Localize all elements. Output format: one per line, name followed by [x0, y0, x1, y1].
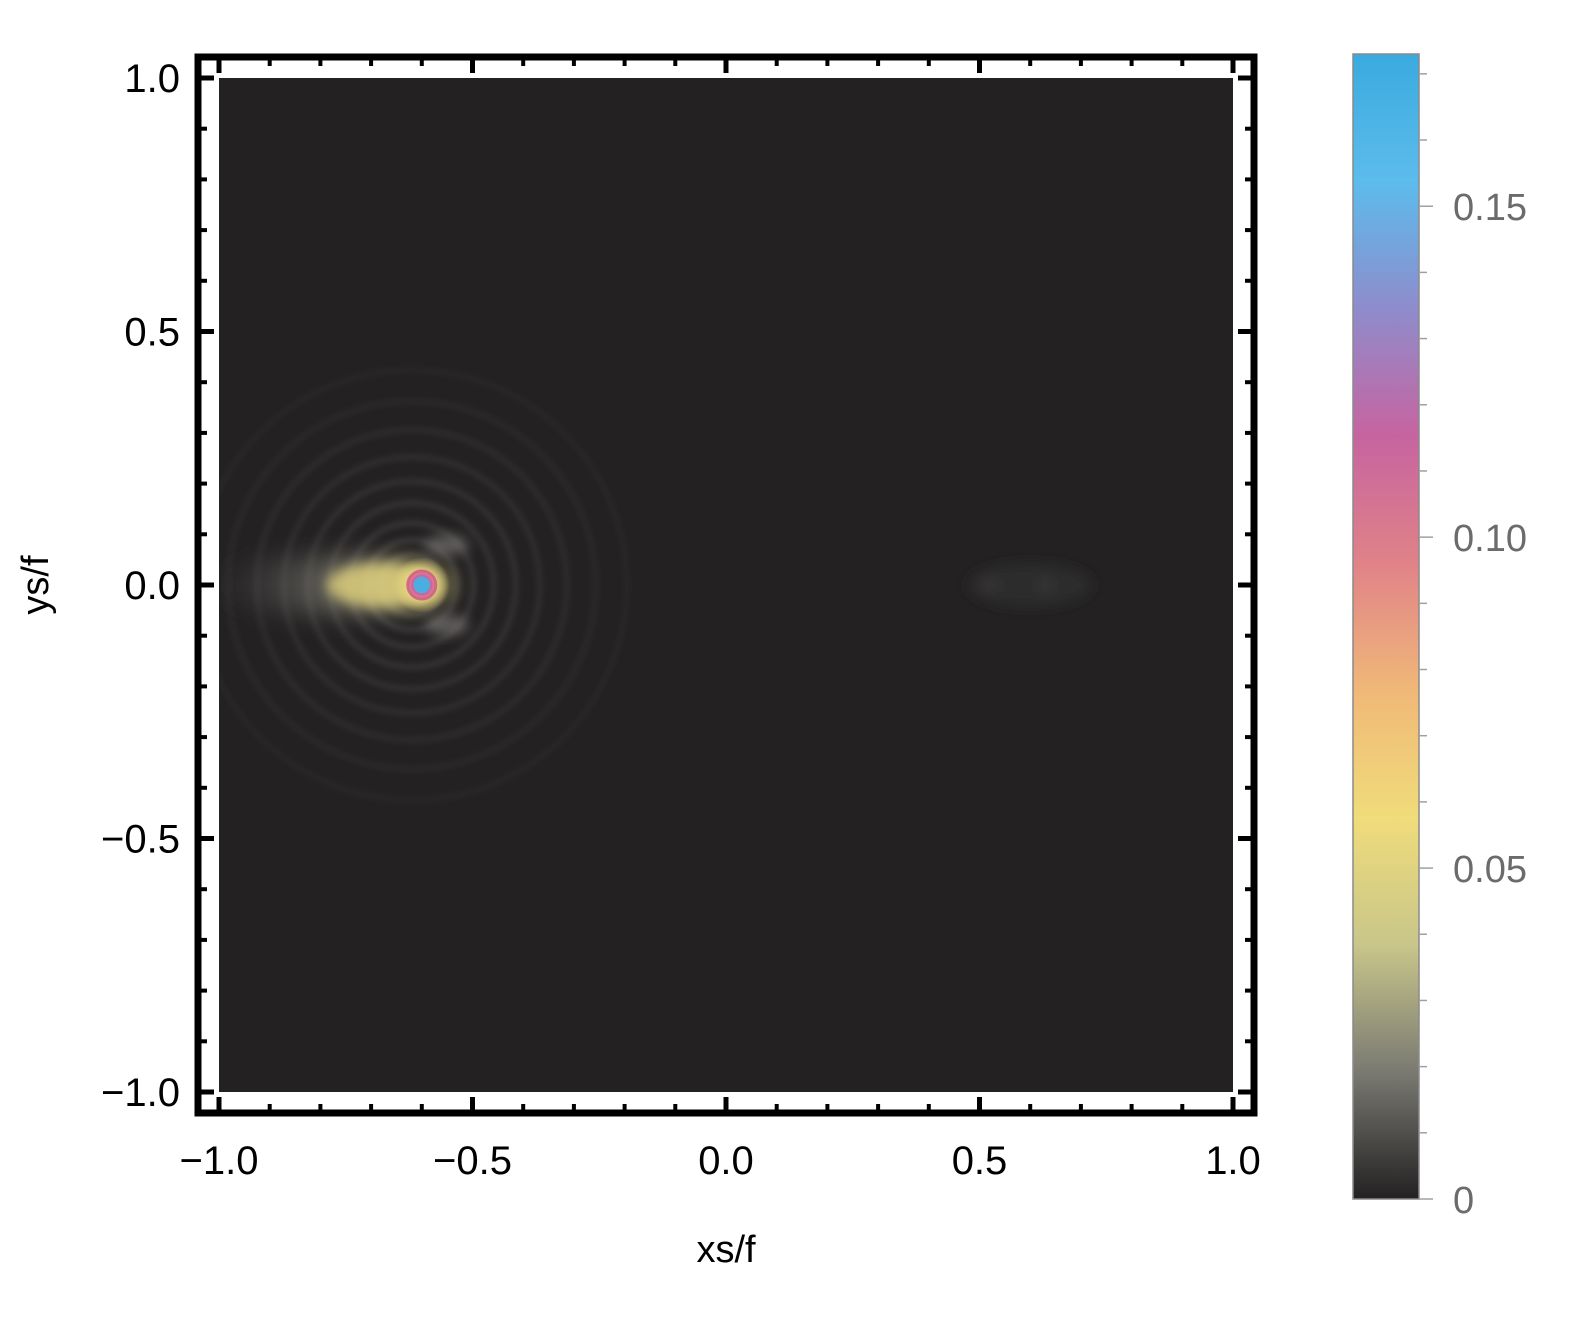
heatmap-features — [219, 367, 1093, 803]
secondary-feature-spot — [1035, 575, 1056, 595]
colorbar-tick-labels: 0 0.05 0.10 0.15 — [1453, 187, 1527, 1222]
colorbar-tick-label: 0 — [1453, 1180, 1474, 1222]
x-tick-label: −1.0 — [180, 1139, 259, 1183]
peak-ring — [406, 569, 438, 601]
y-tick-label: −1.0 — [101, 1071, 180, 1115]
x-tick-label: 0.5 — [952, 1139, 1008, 1183]
peak-center — [413, 577, 430, 593]
secondary-feature — [968, 563, 1093, 607]
y-tick-labels: 1.0 0.5 0.0 −0.5 −1.0 — [101, 57, 180, 1115]
secondary-feature-spot — [980, 575, 1001, 595]
y-tick-label: 0.5 — [124, 311, 180, 355]
colorbar-tick-label: 0.10 — [1453, 518, 1527, 560]
x-axis-label: xs/f — [696, 1229, 756, 1271]
side-lobe-lower — [424, 615, 469, 635]
secondary-feature-glow — [968, 563, 1093, 607]
colorbar-tick-label: 0.15 — [1453, 187, 1527, 229]
x-tick-label: 1.0 — [1205, 1139, 1261, 1183]
frame-ticks — [198, 57, 1254, 1113]
y-axis-label: ys/f — [15, 555, 57, 615]
y-tick-label: 0.0 — [124, 564, 180, 608]
x-tick-label: −0.5 — [433, 1139, 512, 1183]
colorbar-tick-label: 0.05 — [1453, 849, 1527, 891]
y-tick-label: −0.5 — [101, 818, 180, 862]
colorbar — [1352, 53, 1420, 1200]
x-tick-labels: −1.0 −0.5 0.0 0.5 1.0 — [180, 1139, 1261, 1183]
side-lobe-upper — [424, 535, 469, 555]
x-tick-label: 0.0 — [698, 1139, 754, 1183]
y-tick-label: 1.0 — [124, 57, 180, 101]
colorbar-ticks — [1419, 73, 1433, 1200]
diffraction-ring — [219, 367, 630, 803]
